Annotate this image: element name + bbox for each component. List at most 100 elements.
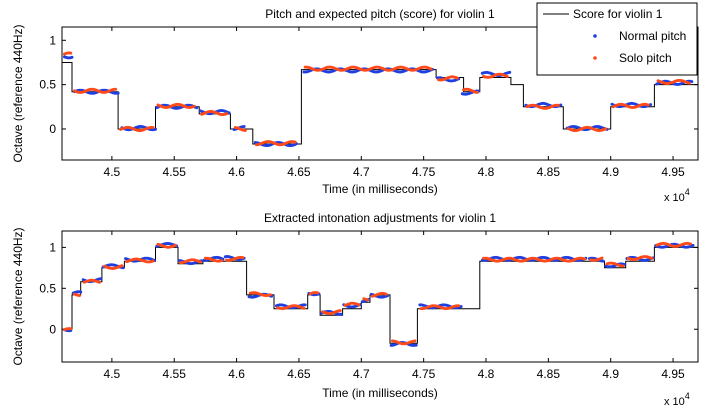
legend-box xyxy=(536,2,698,76)
pitch-point xyxy=(225,112,229,116)
pitch-point xyxy=(220,259,224,263)
pitch-point xyxy=(600,256,604,260)
pitch-point xyxy=(116,91,120,95)
pitch-point xyxy=(79,290,83,294)
x-tick-label: 4.85 xyxy=(537,367,561,381)
pitch-point xyxy=(174,243,177,247)
pitch-point xyxy=(114,87,118,91)
x-tick-label: 4.7 xyxy=(353,367,370,381)
pitch-point xyxy=(429,67,433,71)
pitch-point xyxy=(293,140,297,144)
series-solo-pitch xyxy=(63,241,692,346)
pitch-point xyxy=(508,70,512,74)
pitch-point xyxy=(459,305,463,308)
pitch-point xyxy=(97,280,101,284)
pitch-point xyxy=(338,309,342,313)
legend-label: Solo pitch xyxy=(619,51,672,65)
x-tick-label: 4.55 xyxy=(163,165,187,179)
pitch-point xyxy=(583,257,586,261)
legend-dot-swatch xyxy=(593,34,597,38)
pitch-point xyxy=(70,55,74,59)
pitch-point xyxy=(69,51,73,55)
pitch-point xyxy=(120,264,124,268)
pitch-point xyxy=(302,306,306,310)
pitch-point xyxy=(151,259,155,263)
y-tick-label: 1 xyxy=(49,240,56,254)
pitch-point xyxy=(559,103,563,107)
pitch-point xyxy=(303,303,307,307)
x-tick-label: 4.8 xyxy=(478,367,495,381)
pitch-point xyxy=(357,303,361,307)
chart-panel-2: Extracted intonation adjustments for vio… xyxy=(11,211,699,408)
x-tick-label: 4.7 xyxy=(353,165,370,179)
pitch-point xyxy=(227,111,231,115)
y-axis-label: Octave (reference 440Hz) xyxy=(11,24,25,162)
pitch-point xyxy=(99,277,103,281)
pitch-point xyxy=(154,127,157,131)
series-score-for-violin-1 xyxy=(62,62,698,145)
pitch-point xyxy=(646,103,650,107)
y-axis-label: Octave (reference 440Hz) xyxy=(11,227,25,365)
x-tick-label: 4.95 xyxy=(661,367,685,381)
pitch-point xyxy=(621,264,625,268)
x-tick-label: 4.55 xyxy=(163,367,187,381)
x-tick-label: 4.5 xyxy=(104,367,121,381)
pitch-point xyxy=(384,292,388,296)
pitch-point xyxy=(505,75,509,78)
x-tick-label: 4.75 xyxy=(412,367,436,381)
x-tick-label: 4.9 xyxy=(602,165,619,179)
y-tick-label: 0 xyxy=(49,322,56,336)
pitch-point xyxy=(604,127,608,131)
pitch-point xyxy=(339,312,343,316)
y-tick-label: 0 xyxy=(49,122,56,136)
pitch-point xyxy=(192,104,196,108)
pitch-point xyxy=(601,259,605,263)
pitch-point xyxy=(689,242,692,246)
x-tick-label: 4.65 xyxy=(287,367,311,381)
x-tick-label: 4.85 xyxy=(537,165,561,179)
x-tick-label: 4.75 xyxy=(412,165,436,179)
x-tick-label: 4.6 xyxy=(228,367,245,381)
pitch-point xyxy=(457,304,461,308)
x-tick-label: 4.95 xyxy=(661,165,685,179)
legend-label: Normal pitch xyxy=(619,29,686,43)
x-tick-label: 4.5 xyxy=(104,165,121,179)
chart-title: Extracted intonation adjustments for vio… xyxy=(264,211,496,225)
score-step-line xyxy=(62,62,698,145)
pitch-point xyxy=(268,293,272,297)
pitch-point xyxy=(198,260,202,264)
y-tick-label: 1 xyxy=(49,33,56,47)
pitch-point xyxy=(366,298,369,302)
pitch-point xyxy=(455,76,459,80)
pitch-point xyxy=(556,103,560,107)
legend: Score for violin 1 Normal pitch Solo pitch xyxy=(536,2,698,76)
x-tick-label: 4.65 xyxy=(287,165,311,179)
pitch-point xyxy=(316,291,320,295)
pitch-point xyxy=(69,327,73,331)
pitch-point xyxy=(151,126,155,129)
pitch-point xyxy=(687,81,691,85)
pitch-point xyxy=(241,256,245,260)
legend-label: Score for violin 1 xyxy=(573,7,663,21)
pitch-point xyxy=(650,256,654,260)
x-tick-label: 4.9 xyxy=(602,367,619,381)
y-tick-label: 0.5 xyxy=(39,281,56,295)
pitch-point xyxy=(242,125,246,128)
pitch-point xyxy=(475,90,479,94)
pitch-point xyxy=(414,343,418,347)
chart-panel-1: Pitch and expected pitch (score) for vio… xyxy=(11,2,699,204)
x-axis-label: Time (in milliseconds) xyxy=(322,182,438,196)
y-tick-label: 0.5 xyxy=(39,78,56,92)
x-tick-label: 4.6 xyxy=(228,165,245,179)
pitch-point xyxy=(649,103,653,107)
x-tick-label: 4.8 xyxy=(478,165,495,179)
x-axis-label: Time (in milliseconds) xyxy=(322,386,438,400)
pitch-point xyxy=(413,339,417,343)
pitch-point xyxy=(243,129,247,132)
legend-dot-swatch xyxy=(593,56,597,60)
x-axis-multiplier: x 104 xyxy=(664,391,690,408)
pitch-point xyxy=(78,294,81,297)
pitch-point xyxy=(690,80,694,84)
x-axis-multiplier: x 104 xyxy=(664,187,690,204)
